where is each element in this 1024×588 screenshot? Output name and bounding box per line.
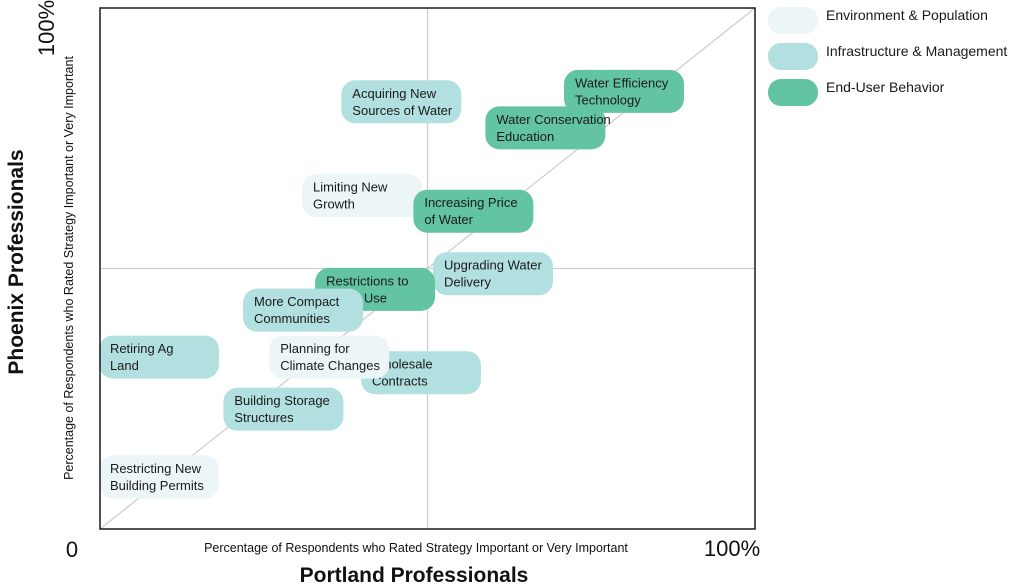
strategy-label: Building Storage [234, 393, 329, 408]
origin-label: 0 [66, 537, 78, 562]
strategy-label: Building Permits [110, 478, 204, 493]
strategy-label: Contracts [372, 374, 428, 389]
strategy-label: Increasing Price [424, 195, 517, 210]
strategy-label: Climate Changes [280, 358, 380, 373]
legend-label: End-User Behavior [826, 79, 945, 95]
strategy-pill [413, 189, 534, 233]
strategy-label: Delivery [444, 275, 491, 290]
legend-swatch [768, 7, 818, 34]
strategy-label: More Compact [254, 294, 340, 309]
strategy-pill [485, 106, 606, 150]
strategy-pill [98, 335, 219, 379]
strategy-pill [564, 69, 684, 113]
strategy-point: Acquiring New Sources of Water [341, 80, 462, 124]
strategy-label: Structures [234, 410, 294, 425]
strategy-point: Planning for Climate Changes [269, 335, 390, 379]
strategy-pill [341, 80, 462, 124]
strategy-label: Technology [575, 92, 641, 107]
strategy-label: Growth [313, 197, 355, 212]
legend-swatch [768, 79, 818, 106]
strategy-point: Water Conservation Education [485, 106, 611, 150]
strategy-label: Sources of Water [352, 103, 453, 118]
strategy-pill [269, 335, 390, 379]
legend-label: Infrastructure & Management [826, 43, 1007, 59]
strategy-pill [360, 351, 481, 395]
legend-swatch [768, 43, 818, 70]
strategy-pill [223, 387, 344, 431]
strategy-pill [433, 252, 553, 296]
strategy-point: Limiting New Growth [302, 174, 422, 218]
strategy-pill [98, 455, 219, 499]
x-axis-title: Portland Professionals [300, 564, 529, 587]
strategy-point: Building Storage Structures [223, 387, 344, 431]
strategy-label: Acquiring New [352, 86, 436, 101]
strategy-pills: Acquiring New Sources of Water Water Effic… [98, 69, 684, 499]
strategy-label: Restrictions to [326, 273, 408, 288]
strategy-pill [302, 174, 422, 218]
strategy-label: Planning for [280, 341, 350, 356]
legend: Environment & Population Infrastructure &… [768, 7, 1007, 106]
strategy-label: Communities [254, 311, 330, 326]
strategy-label: Retiring Ag [110, 341, 174, 356]
strategy-point: Retiring Ag Land [98, 335, 219, 379]
strategy-point: Increasing Price of Water [413, 189, 534, 233]
strategy-label: Upgrading Water [444, 258, 542, 273]
y-axis-title: Phoenix Professionals [5, 149, 28, 374]
strategy-label: Limiting New [313, 180, 388, 195]
legend-label: Environment & Population [826, 7, 988, 23]
x-max-label: 100% [704, 536, 760, 561]
y-max-label: 100% [34, 0, 59, 56]
strategy-point: Restricting New Building Permits [98, 455, 219, 499]
strategy-label: Water Conservation [496, 112, 610, 127]
strategy-label: Water Efficiency [575, 75, 669, 90]
plot-frame [99, 7, 756, 530]
strategy-pill [243, 288, 364, 332]
strategy-point: Upgrading Water Delivery [433, 252, 553, 296]
strategy-point: Water Efficiency Technology [564, 69, 684, 113]
strategy-point: More Compact Communities [243, 288, 364, 332]
strategy-label: of Water [424, 212, 473, 227]
strategy-label: Land [110, 358, 139, 373]
y-axis-label: Percentage of Respondents who Rated Stra… [62, 56, 76, 480]
x-axis-label: Percentage of Respondents who Rated Stra… [204, 541, 628, 555]
strategy-label: Education [496, 129, 554, 144]
strategy-label: Restricting New [110, 461, 202, 476]
